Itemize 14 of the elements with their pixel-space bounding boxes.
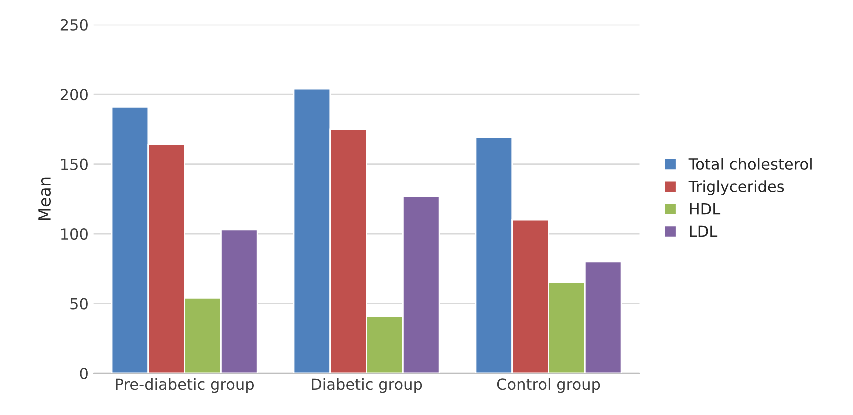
legend-label: HDL [690, 203, 721, 215]
y-axis-title: Mean [38, 178, 52, 220]
y-tick-label: 100 [61, 228, 88, 240]
x-tick-label: Diabetic group [312, 378, 422, 394]
y-tick-label: 150 [61, 158, 88, 170]
legend-label: Total cholesterol [688, 158, 812, 170]
y-tick-label: 250 [60, 19, 88, 31]
y-tick-label: 0 [80, 368, 88, 380]
y-tick-label: 200 [60, 89, 88, 101]
legend-label: Triglycerides [688, 180, 784, 196]
x-tick-label: Control group [497, 378, 600, 394]
y-tick-label: 50 [70, 298, 88, 310]
x-tick-label: Pre-diabetic group [116, 378, 254, 394]
legend-label: LDL [690, 226, 718, 238]
